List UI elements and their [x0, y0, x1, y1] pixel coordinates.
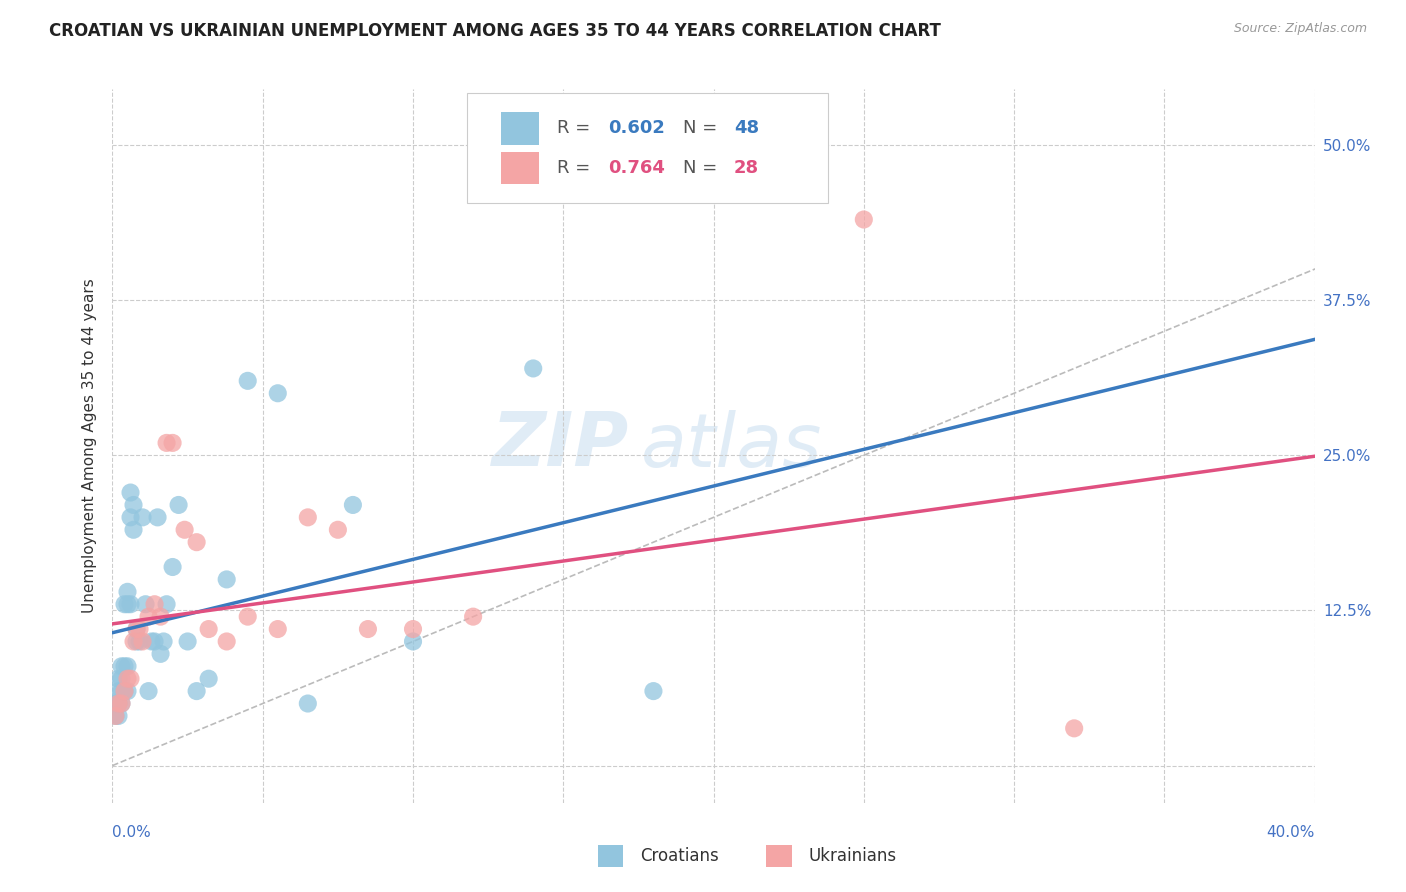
Point — [236, 374, 259, 388]
Point — [107, 697, 129, 711]
Text: 0.764: 0.764 — [607, 159, 665, 177]
Point — [117, 659, 139, 673]
Point — [125, 622, 148, 636]
Point — [176, 634, 198, 648]
Point — [107, 709, 129, 723]
Point — [107, 672, 129, 686]
Point — [643, 684, 665, 698]
Point — [117, 684, 139, 698]
Point — [122, 523, 145, 537]
Point — [107, 697, 129, 711]
Point — [131, 510, 153, 524]
Point — [114, 684, 136, 698]
Point — [267, 386, 290, 401]
Point — [1063, 722, 1085, 736]
Point — [110, 697, 132, 711]
Point — [152, 634, 174, 648]
Point — [104, 697, 127, 711]
Point — [135, 597, 157, 611]
Point — [143, 597, 166, 611]
Point — [297, 697, 319, 711]
Point — [173, 523, 195, 537]
Point — [155, 436, 177, 450]
Text: Ukrainians: Ukrainians — [808, 847, 897, 865]
Point — [186, 684, 208, 698]
Point — [402, 622, 425, 636]
FancyBboxPatch shape — [501, 152, 540, 184]
Point — [107, 697, 129, 711]
FancyBboxPatch shape — [467, 93, 828, 203]
Text: N =: N = — [683, 159, 724, 177]
Point — [117, 584, 139, 599]
Point — [110, 684, 132, 698]
Point — [852, 212, 875, 227]
Point — [131, 634, 153, 648]
Point — [155, 597, 177, 611]
Point — [326, 523, 349, 537]
Point — [122, 498, 145, 512]
FancyBboxPatch shape — [501, 112, 540, 145]
Y-axis label: Unemployment Among Ages 35 to 44 years: Unemployment Among Ages 35 to 44 years — [82, 278, 97, 614]
Point — [114, 597, 136, 611]
Point — [125, 622, 148, 636]
Point — [138, 609, 160, 624]
Text: R =: R = — [557, 120, 596, 137]
Point — [143, 634, 166, 648]
Point — [162, 560, 184, 574]
Point — [138, 684, 160, 698]
Point — [215, 634, 238, 648]
Text: 28: 28 — [734, 159, 759, 177]
Point — [104, 709, 127, 723]
Point — [167, 498, 190, 512]
Point — [297, 510, 319, 524]
Point — [125, 634, 148, 648]
Point — [114, 659, 136, 673]
Point — [128, 634, 150, 648]
Point — [149, 647, 172, 661]
Point — [215, 573, 238, 587]
Text: ZIP: ZIP — [492, 409, 630, 483]
Point — [120, 672, 142, 686]
Text: Source: ZipAtlas.com: Source: ZipAtlas.com — [1233, 22, 1367, 36]
Point — [197, 672, 219, 686]
Point — [128, 622, 150, 636]
Point — [402, 634, 425, 648]
Text: 48: 48 — [734, 120, 759, 137]
Point — [149, 609, 172, 624]
Point — [110, 659, 132, 673]
Text: 40.0%: 40.0% — [1267, 825, 1315, 840]
Point — [461, 609, 484, 624]
Point — [117, 597, 139, 611]
Point — [141, 634, 163, 648]
Text: N =: N = — [683, 120, 724, 137]
Point — [114, 684, 136, 698]
Point — [186, 535, 208, 549]
Text: atlas: atlas — [641, 410, 823, 482]
Text: Croatians: Croatians — [640, 847, 718, 865]
Point — [197, 622, 219, 636]
Point — [267, 622, 290, 636]
Text: 0.602: 0.602 — [607, 120, 665, 137]
Text: R =: R = — [557, 159, 596, 177]
Point — [146, 510, 169, 524]
Point — [120, 485, 142, 500]
Point — [120, 597, 142, 611]
Point — [522, 361, 544, 376]
Point — [120, 510, 142, 524]
Point — [357, 622, 380, 636]
Point — [110, 697, 132, 711]
Point — [236, 609, 259, 624]
Point — [117, 672, 139, 686]
Text: 0.0%: 0.0% — [112, 825, 152, 840]
Point — [110, 672, 132, 686]
Point — [342, 498, 364, 512]
Point — [162, 436, 184, 450]
Point — [107, 684, 129, 698]
Point — [122, 634, 145, 648]
Text: CROATIAN VS UKRAINIAN UNEMPLOYMENT AMONG AGES 35 TO 44 YEARS CORRELATION CHART: CROATIAN VS UKRAINIAN UNEMPLOYMENT AMONG… — [49, 22, 941, 40]
Point — [104, 709, 127, 723]
